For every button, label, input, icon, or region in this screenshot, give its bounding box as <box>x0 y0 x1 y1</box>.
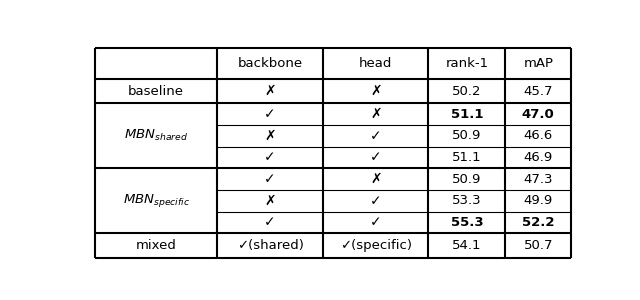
Text: ✓: ✓ <box>264 172 276 186</box>
Text: ✓: ✓ <box>370 194 381 208</box>
Text: baseline: baseline <box>128 85 184 98</box>
Text: ✗: ✗ <box>264 129 276 143</box>
Text: rank-1: rank-1 <box>445 57 488 70</box>
Text: 46.9: 46.9 <box>524 151 553 164</box>
Text: $MBN_{shared}$: $MBN_{shared}$ <box>124 128 188 143</box>
Text: ✓: ✓ <box>370 129 381 143</box>
Text: ✓: ✓ <box>370 215 381 230</box>
Text: 50.2: 50.2 <box>452 85 482 98</box>
Text: 49.9: 49.9 <box>524 194 553 207</box>
Text: ✓: ✓ <box>264 107 276 121</box>
Text: 50.9: 50.9 <box>452 129 482 142</box>
Text: 47.0: 47.0 <box>522 108 555 121</box>
Text: ✓: ✓ <box>370 151 381 164</box>
Text: ✗: ✗ <box>370 172 381 186</box>
Text: 47.3: 47.3 <box>524 173 553 186</box>
Text: 53.3: 53.3 <box>452 194 482 207</box>
Text: head: head <box>359 57 392 70</box>
Text: ✗: ✗ <box>264 84 276 98</box>
Text: ✗: ✗ <box>370 84 381 98</box>
Text: ✗: ✗ <box>370 107 381 121</box>
Text: ✓: ✓ <box>264 215 276 230</box>
Text: 46.6: 46.6 <box>524 129 553 142</box>
Text: mAP: mAP <box>524 57 553 70</box>
Text: 45.7: 45.7 <box>524 85 553 98</box>
Text: ✓(shared): ✓(shared) <box>237 239 303 252</box>
Text: 52.2: 52.2 <box>522 216 554 229</box>
Text: backbone: backbone <box>237 57 303 70</box>
Text: 55.3: 55.3 <box>451 216 483 229</box>
Text: 50.7: 50.7 <box>524 239 553 252</box>
Text: mixed: mixed <box>136 239 177 252</box>
Text: 50.9: 50.9 <box>452 173 482 186</box>
Text: $MBN_{specific}$: $MBN_{specific}$ <box>122 192 190 209</box>
Text: 54.1: 54.1 <box>452 239 482 252</box>
Text: ✓: ✓ <box>264 151 276 164</box>
Text: ✗: ✗ <box>264 194 276 208</box>
Text: 51.1: 51.1 <box>451 108 483 121</box>
Text: 51.1: 51.1 <box>452 151 482 164</box>
Text: ✓(specific): ✓(specific) <box>340 239 412 252</box>
